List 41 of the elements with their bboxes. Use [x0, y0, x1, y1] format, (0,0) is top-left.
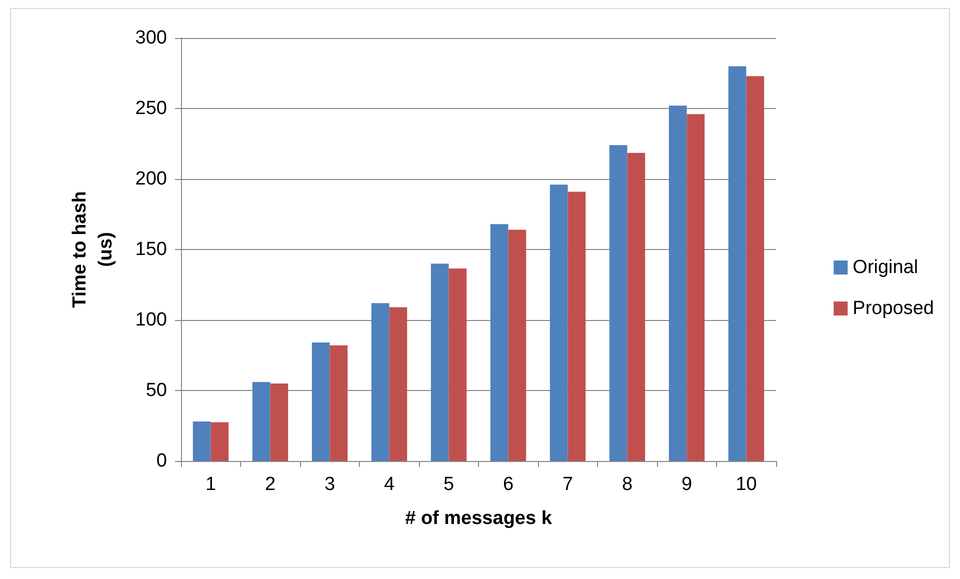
x-tick-label: 6	[502, 474, 514, 495]
bar	[312, 342, 330, 461]
legend-label: Original	[852, 257, 918, 278]
bar	[746, 76, 764, 461]
bar	[550, 184, 568, 461]
y-tick-label: 0	[156, 450, 167, 472]
y-tick-label: 150	[135, 239, 167, 260]
bar	[192, 422, 211, 461]
bar	[627, 152, 646, 461]
bar	[371, 303, 390, 461]
x-tick-label: 2	[264, 474, 276, 495]
bar	[609, 145, 628, 461]
bar	[686, 114, 705, 461]
y-tick-label: 250	[135, 98, 167, 119]
bar	[668, 106, 687, 461]
y-tick-label: 50	[146, 380, 167, 401]
bar	[210, 422, 229, 461]
bar	[430, 264, 449, 461]
y-tick-label: 100	[135, 310, 167, 330]
y-tick-label: 200	[135, 168, 167, 190]
bar	[448, 268, 467, 461]
x-tick-label: 3	[324, 474, 336, 495]
bar	[270, 383, 288, 461]
x-axis-title: # of messages k	[405, 508, 552, 529]
x-tick-label: 7	[562, 474, 574, 495]
x-tick-label: 9	[681, 474, 692, 495]
bar	[728, 66, 746, 461]
bar	[568, 192, 586, 461]
x-tick-label: 5	[443, 474, 454, 495]
bar	[252, 382, 270, 461]
x-tick-label: 8	[622, 474, 633, 495]
x-tick-label: 10	[736, 474, 757, 495]
x-tick-label: 4	[384, 474, 395, 495]
x-tick-label: 1	[205, 474, 216, 495]
bar	[389, 307, 408, 461]
legend-label: Proposed	[852, 298, 934, 319]
bar	[490, 224, 508, 461]
y-tick-label: 300	[135, 28, 167, 48]
bar	[508, 230, 526, 461]
bar	[330, 345, 348, 461]
y-axis-title: Time to hash (us)	[70, 191, 116, 308]
